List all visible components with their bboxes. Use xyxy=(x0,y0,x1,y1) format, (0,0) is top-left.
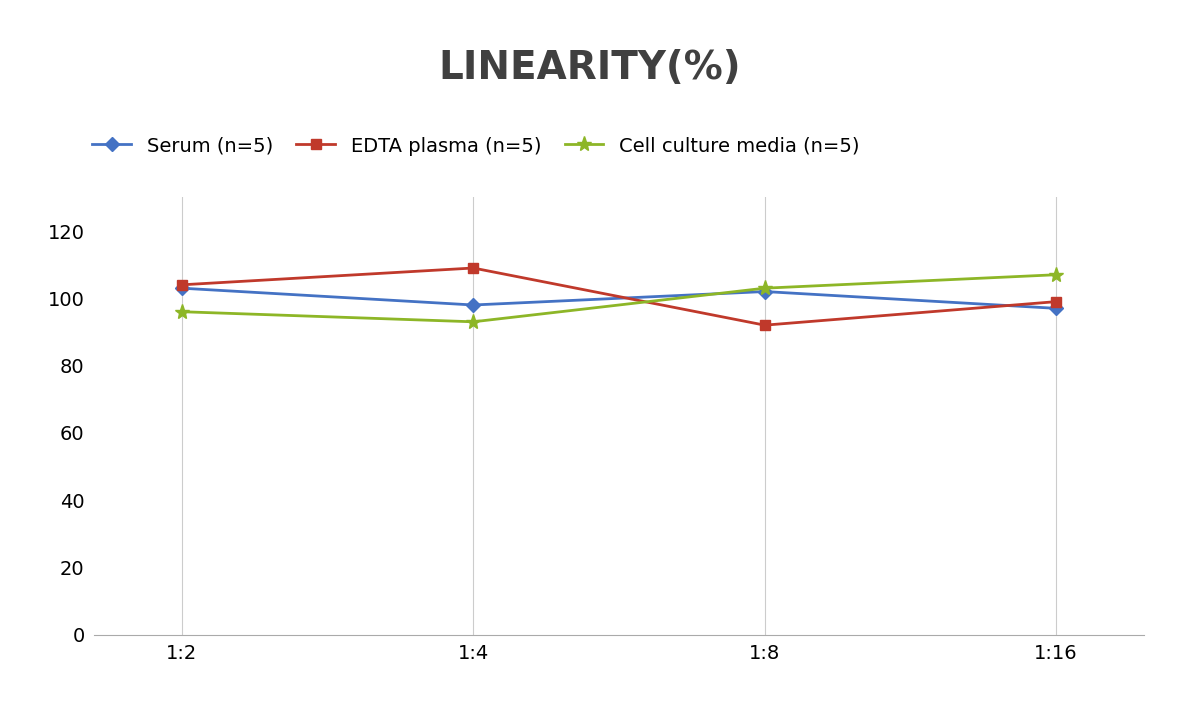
Cell culture media (n=5) xyxy=(1049,271,1063,279)
EDTA plasma (n=5) xyxy=(758,321,772,329)
Cell culture media (n=5) xyxy=(758,284,772,293)
EDTA plasma (n=5) xyxy=(466,264,480,272)
EDTA plasma (n=5) xyxy=(1049,298,1063,306)
Cell culture media (n=5) xyxy=(466,317,480,326)
Text: LINEARITY(%): LINEARITY(%) xyxy=(439,49,740,87)
Serum (n=5) xyxy=(466,301,480,309)
Serum (n=5) xyxy=(174,284,189,293)
Line: Serum (n=5): Serum (n=5) xyxy=(177,283,1061,313)
Serum (n=5) xyxy=(1049,304,1063,312)
Line: Cell culture media (n=5): Cell culture media (n=5) xyxy=(174,267,1063,329)
Legend: Serum (n=5), EDTA plasma (n=5), Cell culture media (n=5): Serum (n=5), EDTA plasma (n=5), Cell cul… xyxy=(92,137,859,156)
Serum (n=5) xyxy=(758,288,772,296)
EDTA plasma (n=5) xyxy=(174,281,189,289)
Cell culture media (n=5) xyxy=(174,307,189,316)
Line: EDTA plasma (n=5): EDTA plasma (n=5) xyxy=(177,263,1061,330)
